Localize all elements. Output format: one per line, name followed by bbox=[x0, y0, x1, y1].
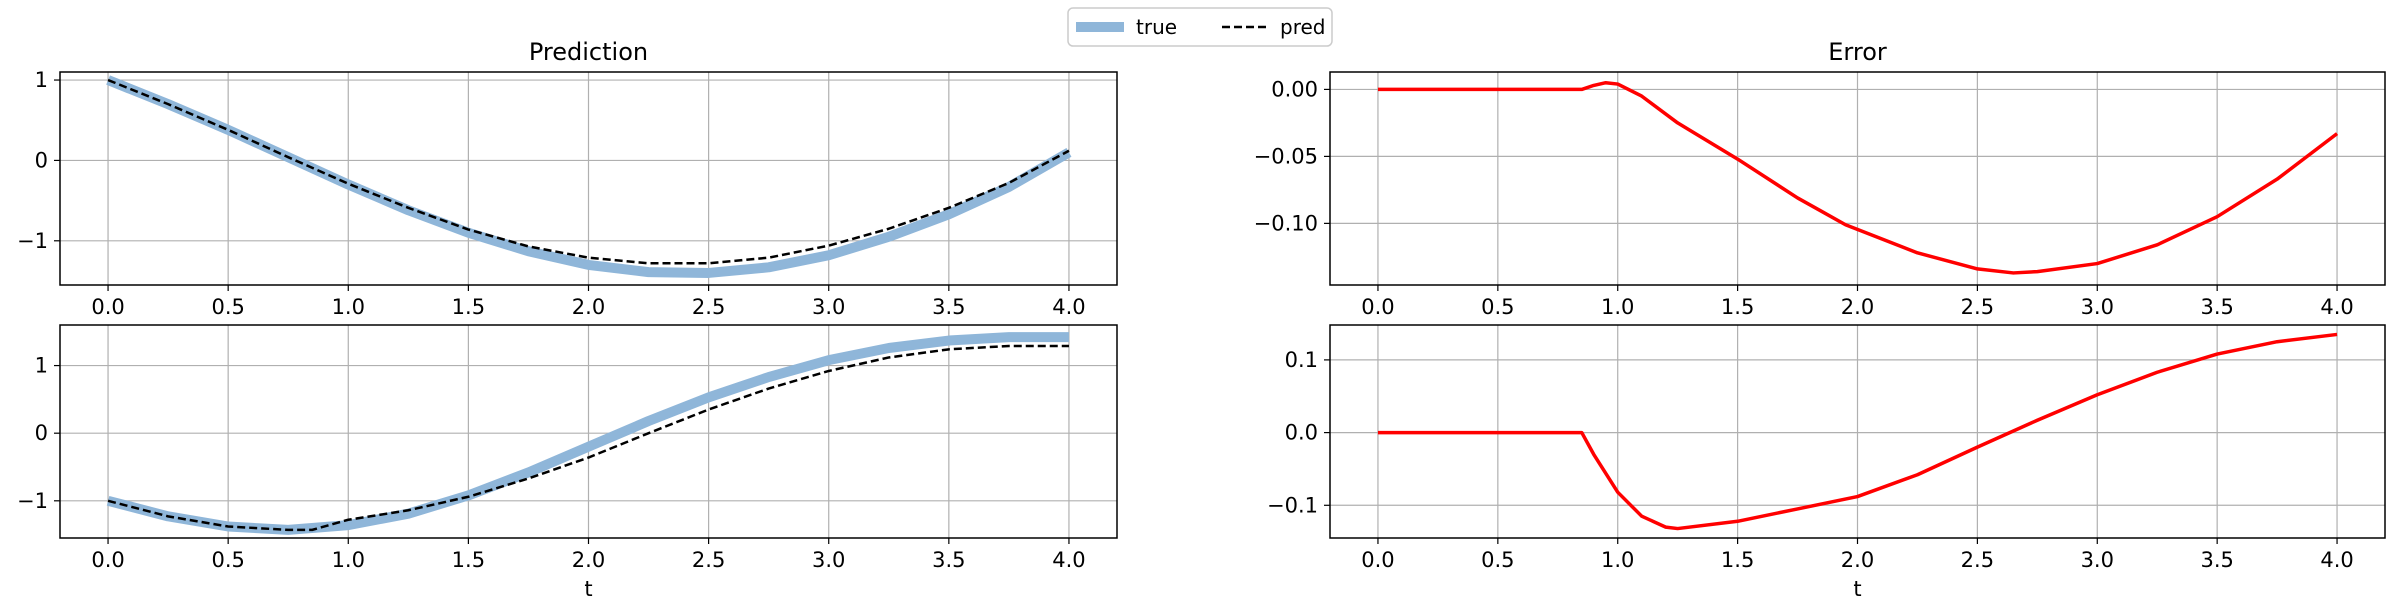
subplot-3: 0.0 0.5 1.0 1.5 2.0 2.5 3.0 3.5 4.0 1 0 −1 t bbox=[17, 324, 1118, 601]
x-tick-label: 2.0 bbox=[1841, 548, 1874, 572]
x-tick-label: 2.5 bbox=[692, 295, 725, 319]
series-pred-line bbox=[107, 78, 1070, 265]
x-tick-label: 0.0 bbox=[91, 548, 124, 572]
x-tick-label: 4.0 bbox=[1052, 548, 1085, 572]
x-tick-label: 1.0 bbox=[332, 295, 365, 319]
series-error-line bbox=[1377, 332, 2338, 531]
x-tick-label: 0.5 bbox=[211, 295, 244, 319]
subplot-1: 0.0 0.5 1.0 1.5 2.0 2.5 3.0 3.5 4.0 1 0 −1 Predictio… bbox=[17, 38, 1118, 319]
y-tick-label: 0.00 bbox=[1271, 77, 1318, 101]
y-tick-label: −0.05 bbox=[1254, 144, 1318, 168]
x-tick-label: 0.5 bbox=[1481, 295, 1514, 319]
y-tick-label: 0 bbox=[35, 421, 48, 445]
x-tick-label: 1.5 bbox=[452, 295, 485, 319]
y-tick-label: −0.10 bbox=[1254, 211, 1318, 235]
x-tick-label: 3.0 bbox=[812, 548, 845, 572]
x-tick-label: 2.0 bbox=[572, 548, 605, 572]
x-tick-label: 3.0 bbox=[812, 295, 845, 319]
y-tick-label: −1 bbox=[17, 229, 48, 253]
series-error-line bbox=[1377, 80, 2339, 275]
x-tick-label: 1.0 bbox=[1601, 295, 1634, 319]
legend-true-label: true bbox=[1136, 15, 1177, 39]
subplot-4: 0.0 0.5 1.0 1.5 2.0 2.5 3.0 3.5 4.0 0.1 0.0 −0.1 t bbox=[1267, 324, 2386, 601]
x-tick-label: 1.5 bbox=[452, 548, 485, 572]
y-tick-label: −1 bbox=[17, 489, 48, 513]
x-tick-label: 2.5 bbox=[1961, 548, 1994, 572]
x-tick-label: 1.5 bbox=[1721, 548, 1754, 572]
x-tick-label: 2.5 bbox=[1961, 295, 1994, 319]
x-tick-label: 0.0 bbox=[1361, 295, 1394, 319]
x-tick-label: 3.5 bbox=[2200, 295, 2233, 319]
subplot-title: Prediction bbox=[529, 38, 648, 66]
x-tick-label: 2.0 bbox=[1841, 295, 1874, 319]
x-tick-label: 3.0 bbox=[2081, 548, 2114, 572]
x-tick-label: 0.5 bbox=[211, 548, 244, 572]
x-axis-label: t bbox=[584, 577, 592, 601]
y-tick-label: 0.1 bbox=[1285, 348, 1318, 372]
y-tick-label: −0.1 bbox=[1267, 493, 1318, 517]
subplots: 0.0 0.5 1.0 1.5 2.0 2.5 3.0 3.5 4.0 1 0 −1 Predictio… bbox=[17, 38, 2386, 601]
x-tick-label: 2.0 bbox=[572, 295, 605, 319]
y-tick-label: 1 bbox=[35, 354, 48, 378]
x-tick-label: 0.5 bbox=[1481, 548, 1514, 572]
x-tick-label: 3.5 bbox=[932, 295, 965, 319]
x-tick-label: 4.0 bbox=[2320, 295, 2353, 319]
y-tick-label: 1 bbox=[35, 68, 48, 92]
subplot-2: 0.0 0.5 1.0 1.5 2.0 2.5 3.0 3.5 4.0 0.00 −0.05 −0.1… bbox=[1254, 38, 2386, 319]
x-tick-label: 1.0 bbox=[332, 548, 365, 572]
x-tick-label: 3.0 bbox=[2081, 295, 2114, 319]
x-tick-label: 0.0 bbox=[91, 295, 124, 319]
legend: true pred bbox=[1067, 7, 1333, 47]
x-tick-label: 4.0 bbox=[1052, 295, 1085, 319]
x-tick-label: 3.5 bbox=[2200, 548, 2233, 572]
legend-pred-label: pred bbox=[1280, 15, 1325, 39]
x-tick-label: 0.0 bbox=[1361, 548, 1394, 572]
subplot-title: Error bbox=[1828, 38, 1887, 66]
x-tick-label: 1.0 bbox=[1601, 548, 1634, 572]
y-tick-label: 0.0 bbox=[1285, 421, 1318, 445]
x-tick-label: 4.0 bbox=[2320, 548, 2353, 572]
x-axis-label: t bbox=[1853, 577, 1861, 601]
y-tick-label: 0 bbox=[35, 148, 48, 172]
x-tick-label: 2.5 bbox=[692, 548, 725, 572]
x-tick-label: 1.5 bbox=[1721, 295, 1754, 319]
series-pred-line bbox=[107, 344, 1069, 532]
x-tick-label: 3.5 bbox=[932, 548, 965, 572]
legend-frame bbox=[1067, 7, 1333, 47]
